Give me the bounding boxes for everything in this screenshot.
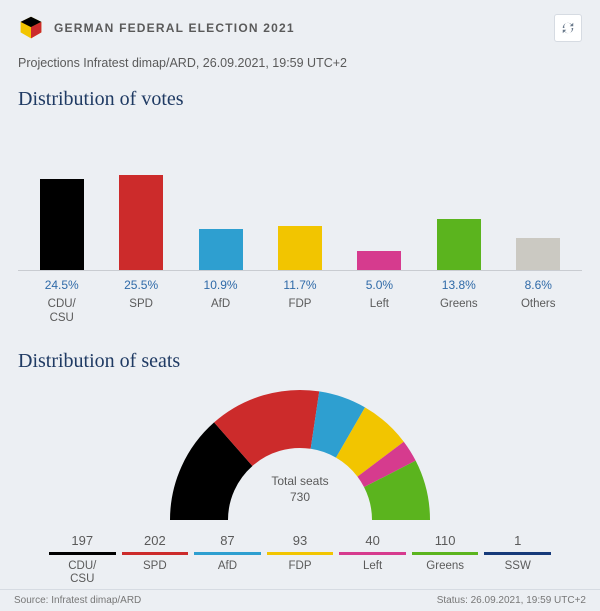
votes-pct-label: 8.6%	[499, 278, 578, 292]
votes-pct-label: 11.7%	[260, 278, 339, 292]
votes-bar	[119, 175, 163, 270]
seats-section-title: Distribution of seats	[18, 350, 582, 373]
seat-party-label: FDP	[267, 560, 334, 574]
seats-arc-segment	[381, 459, 390, 474]
votes-label-col: 11.7% FDP	[260, 278, 339, 326]
seat-party-label: SPD	[122, 560, 189, 574]
seat-party-label: CDU/CSU	[49, 560, 116, 588]
votes-label-col: 5.0% Left	[340, 278, 419, 326]
votes-pct-label: 10.9%	[181, 278, 260, 292]
seat-party-label: SSW	[484, 560, 551, 574]
seat-party-label: AfD	[194, 560, 261, 574]
votes-party-label: CDU/CSU	[22, 298, 101, 326]
votes-bar	[516, 238, 560, 270]
votes-party-label: AfD	[181, 298, 260, 312]
seat-count: 87	[194, 533, 261, 555]
card-footer: Source: Infratest dimap/ARD Status: 26.0…	[0, 589, 600, 611]
votes-bar-col	[101, 175, 180, 270]
votes-bar-col	[499, 238, 578, 270]
votes-bar	[437, 219, 481, 270]
seat-col: 197 CDU/CSU	[46, 533, 119, 588]
seats-total-text: Total seats	[271, 474, 328, 488]
votes-label-col: 8.6% Others	[499, 278, 578, 326]
votes-party-label: SPD	[101, 298, 180, 312]
votes-bar	[278, 226, 322, 270]
seat-party-label: Greens	[412, 560, 479, 574]
seats-arc-segment	[315, 420, 351, 432]
seat-col: 93 FDP	[264, 533, 337, 588]
votes-bar-col	[340, 251, 419, 270]
votes-bar-col	[419, 219, 498, 270]
seat-count: 202	[122, 533, 189, 555]
card-header: GERMAN FEDERAL ELECTION 2021	[18, 14, 582, 42]
votes-bar-col	[22, 179, 101, 270]
votes-bar-chart	[18, 121, 582, 271]
votes-pct-label: 13.8%	[419, 278, 498, 292]
election-card: GERMAN FEDERAL ELECTION 2021 Projections…	[0, 0, 600, 611]
votes-section-title: Distribution of votes	[18, 88, 582, 111]
votes-label-col: 10.9% AfD	[181, 278, 260, 326]
votes-pct-label: 5.0%	[340, 278, 419, 292]
votes-bar-col	[260, 226, 339, 270]
votes-pct-label: 25.5%	[101, 278, 180, 292]
german-flag-cube-icon	[18, 15, 44, 41]
seat-col: 87 AfD	[191, 533, 264, 588]
seats-table: 197 CDU/CSU 202 SPD 87 AfD 93 FDP 40 Left 110 Green…	[18, 533, 582, 588]
refresh-button[interactable]	[554, 14, 582, 42]
votes-label-col: 24.5% CDU/CSU	[22, 278, 101, 326]
votes-party-label: Others	[499, 298, 578, 312]
votes-bar	[199, 229, 243, 270]
card-title: GERMAN FEDERAL ELECTION 2021	[54, 21, 295, 35]
votes-bar	[357, 251, 401, 270]
seat-count: 110	[412, 533, 479, 555]
seat-col: 1 SSW	[481, 533, 554, 588]
seat-col: 202 SPD	[119, 533, 192, 588]
votes-bar	[40, 179, 84, 270]
votes-party-label: Left	[340, 298, 419, 312]
votes-party-label: Greens	[419, 298, 498, 312]
seats-total-number: 730	[290, 490, 310, 504]
footer-source: Source: Infratest dimap/ARD	[14, 595, 141, 606]
votes-party-label: FDP	[260, 298, 339, 312]
refresh-icon	[561, 21, 575, 35]
seat-col: 110 Greens	[409, 533, 482, 588]
seat-count: 93	[267, 533, 334, 555]
seats-arc-segment	[233, 419, 315, 444]
seat-count: 40	[339, 533, 406, 555]
votes-label-col: 13.8% Greens	[419, 278, 498, 326]
seat-count: 197	[49, 533, 116, 555]
seat-party-label: Left	[339, 560, 406, 574]
seats-chart-wrap: Total seats 730 197 CDU/CSU 202 SPD 87 AfD 93 F…	[18, 383, 582, 588]
projection-subtitle: Projections Infratest dimap/ARD, 26.09.2…	[18, 56, 582, 70]
footer-status: Status: 26.09.2021, 19:59 UTC+2	[437, 595, 586, 606]
seat-count: 1	[484, 533, 551, 555]
votes-pct-label: 24.5%	[22, 278, 101, 292]
votes-labels-row: 24.5% CDU/CSU25.5% SPD10.9% AfD11.7% FDP5.0%…	[18, 270, 582, 326]
seats-arc-segment	[351, 432, 381, 459]
votes-label-col: 25.5% SPD	[101, 278, 180, 326]
votes-bar-col	[181, 229, 260, 270]
seat-col: 40 Left	[336, 533, 409, 588]
seats-total-label: Total seats 730	[18, 473, 582, 507]
